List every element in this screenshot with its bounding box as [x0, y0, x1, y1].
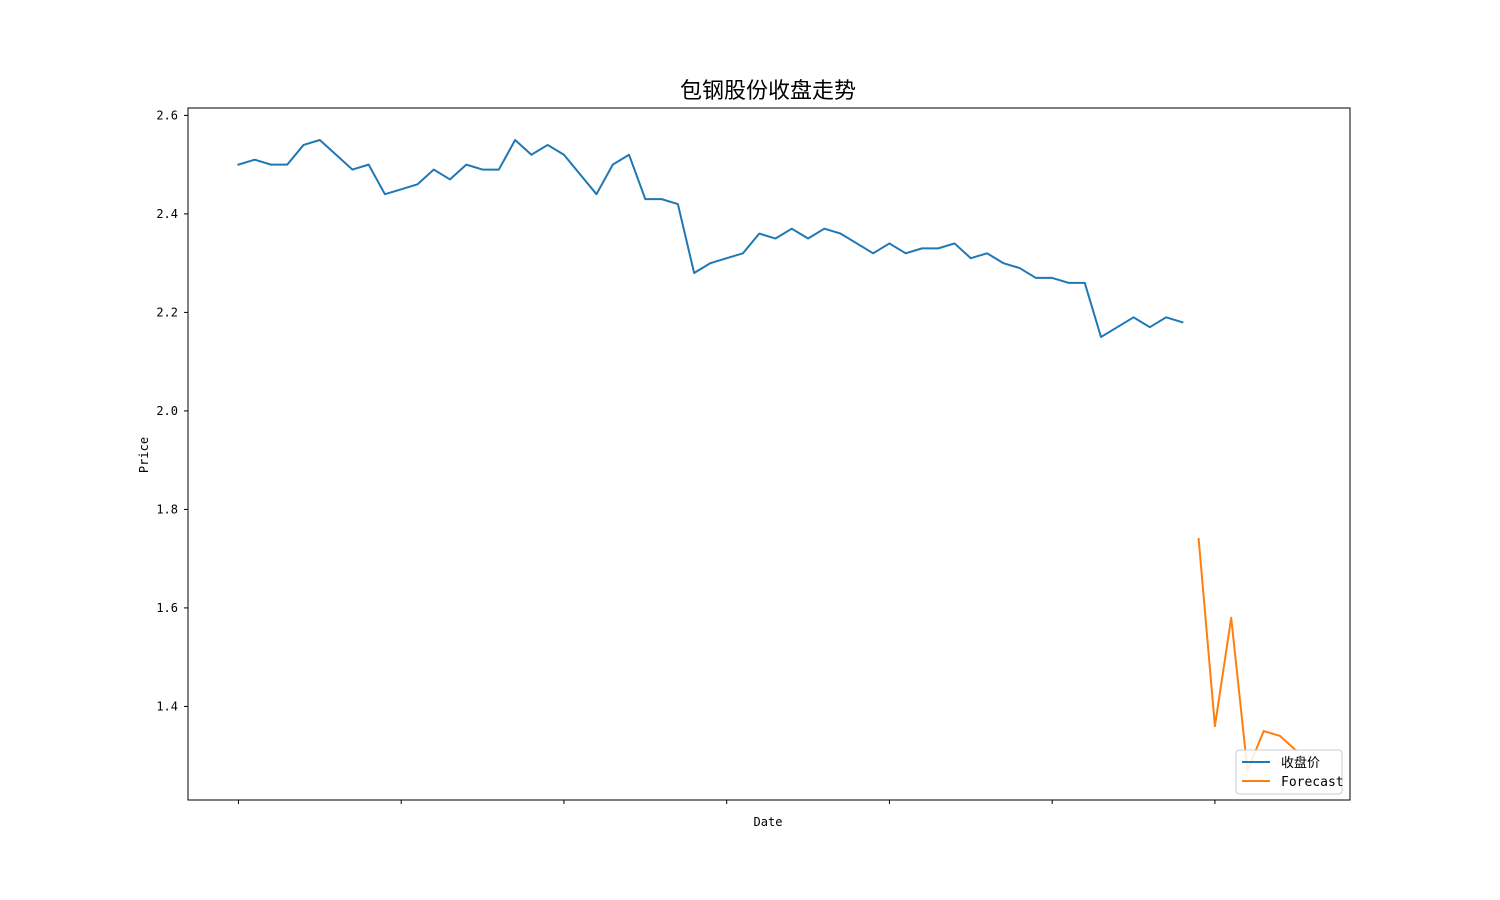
legend: 收盘价 Forecast [1235, 749, 1344, 795]
y-axis-label: Price [137, 437, 151, 473]
y-tick-label: 1.6 [156, 601, 178, 615]
y-tick-label: 2.6 [156, 108, 178, 122]
legend-label-forecast: Forecast [1281, 775, 1344, 790]
series-group [237, 139, 1298, 772]
x-axis-label: Date [754, 815, 783, 829]
axes-frame [187, 107, 1351, 801]
y-tick-label: 1.4 [156, 699, 178, 713]
plot-area: 1.4 1.6 1.8 2.0 2.2 2.4 2.6 [156, 107, 1351, 804]
legend-label-close-price: 收盘价 [1281, 755, 1320, 771]
series-line-close-price [237, 139, 1184, 339]
y-tick-label: 2.4 [156, 207, 178, 221]
series-line-forecast [1197, 537, 1298, 772]
chart-title: 包钢股份收盘走势 [680, 79, 856, 104]
y-tick-label: 2.0 [156, 404, 178, 418]
y-tick-label: 2.2 [156, 305, 178, 319]
y-tick-label: 1.8 [156, 502, 178, 516]
